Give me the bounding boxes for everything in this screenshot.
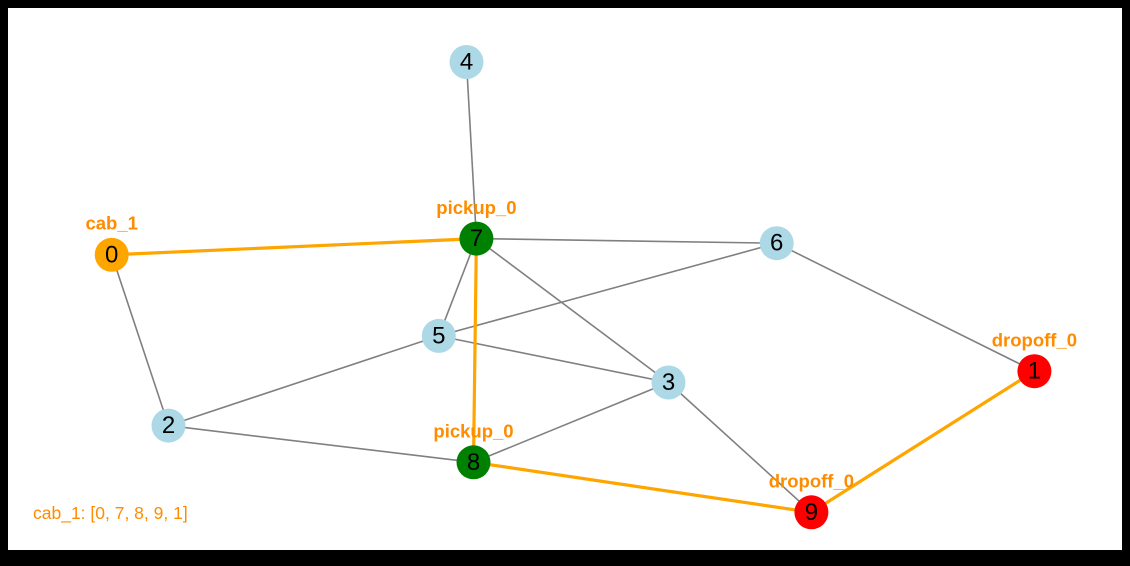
svg-text:1: 1 (1028, 358, 1041, 385)
svg-text:8: 8 (467, 449, 480, 476)
svg-text:6: 6 (770, 230, 783, 257)
svg-text:cab_1: [0, 7, 8, 9, 1]: cab_1: [0, 7, 8, 9, 1] (33, 503, 188, 524)
svg-text:7: 7 (470, 225, 483, 252)
svg-text:4: 4 (460, 49, 473, 76)
svg-text:pickup_0: pickup_0 (436, 197, 516, 218)
svg-text:2: 2 (162, 412, 175, 439)
svg-text:dropoff_0: dropoff_0 (769, 471, 854, 492)
svg-text:5: 5 (432, 322, 445, 349)
svg-text:0: 0 (105, 241, 118, 268)
svg-text:cab_1: cab_1 (85, 213, 137, 234)
svg-text:pickup_0: pickup_0 (433, 421, 513, 442)
svg-text:9: 9 (805, 499, 818, 526)
svg-text:dropoff_0: dropoff_0 (992, 329, 1077, 350)
svg-text:3: 3 (662, 369, 675, 396)
